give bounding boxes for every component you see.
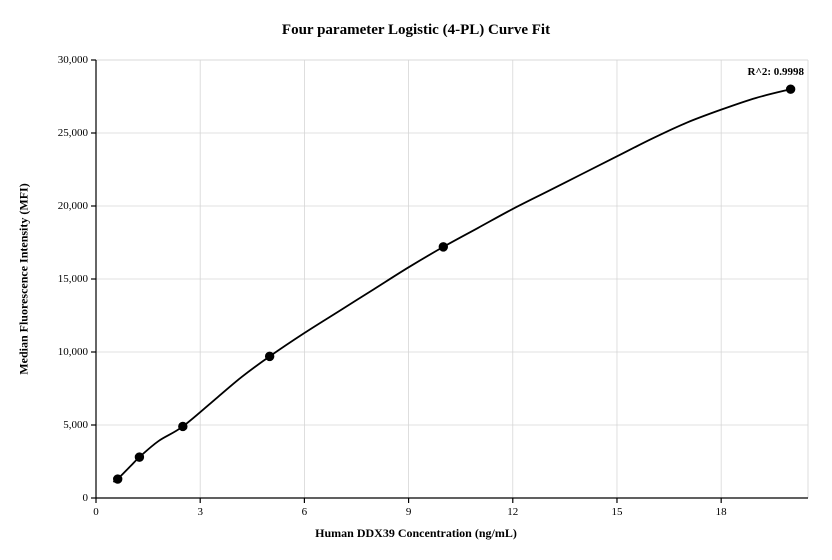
y-tick-label: 10,000 bbox=[58, 346, 88, 358]
chart-title: Four parameter Logistic (4-PL) Curve Fit bbox=[282, 22, 550, 39]
x-tick-label: 15 bbox=[611, 506, 622, 518]
x-axis-label: Human DDX39 Concentration (ng/mL) bbox=[315, 526, 517, 541]
y-axis-label: Median Fluorescence Intensity (MFI) bbox=[17, 183, 32, 374]
y-tick-label: 0 bbox=[83, 492, 89, 504]
y-tick-label: 30,000 bbox=[58, 54, 88, 66]
x-tick-label: 3 bbox=[197, 506, 203, 518]
chart-container: Four parameter Logistic (4-PL) Curve Fit… bbox=[0, 0, 832, 560]
x-tick-label: 0 bbox=[93, 506, 99, 518]
y-tick-label: 25,000 bbox=[58, 127, 88, 139]
x-tick-label: 9 bbox=[406, 506, 412, 518]
y-tick-label: 15,000 bbox=[58, 273, 88, 285]
x-tick-label: 6 bbox=[302, 506, 308, 518]
y-tick-label: 20,000 bbox=[58, 200, 88, 212]
chart-svg bbox=[0, 0, 832, 560]
y-tick-label: 5,000 bbox=[63, 419, 88, 431]
x-tick-label: 18 bbox=[716, 506, 727, 518]
r-squared-annotation: R^2: 0.9998 bbox=[748, 66, 805, 78]
x-tick-label: 12 bbox=[507, 506, 518, 518]
